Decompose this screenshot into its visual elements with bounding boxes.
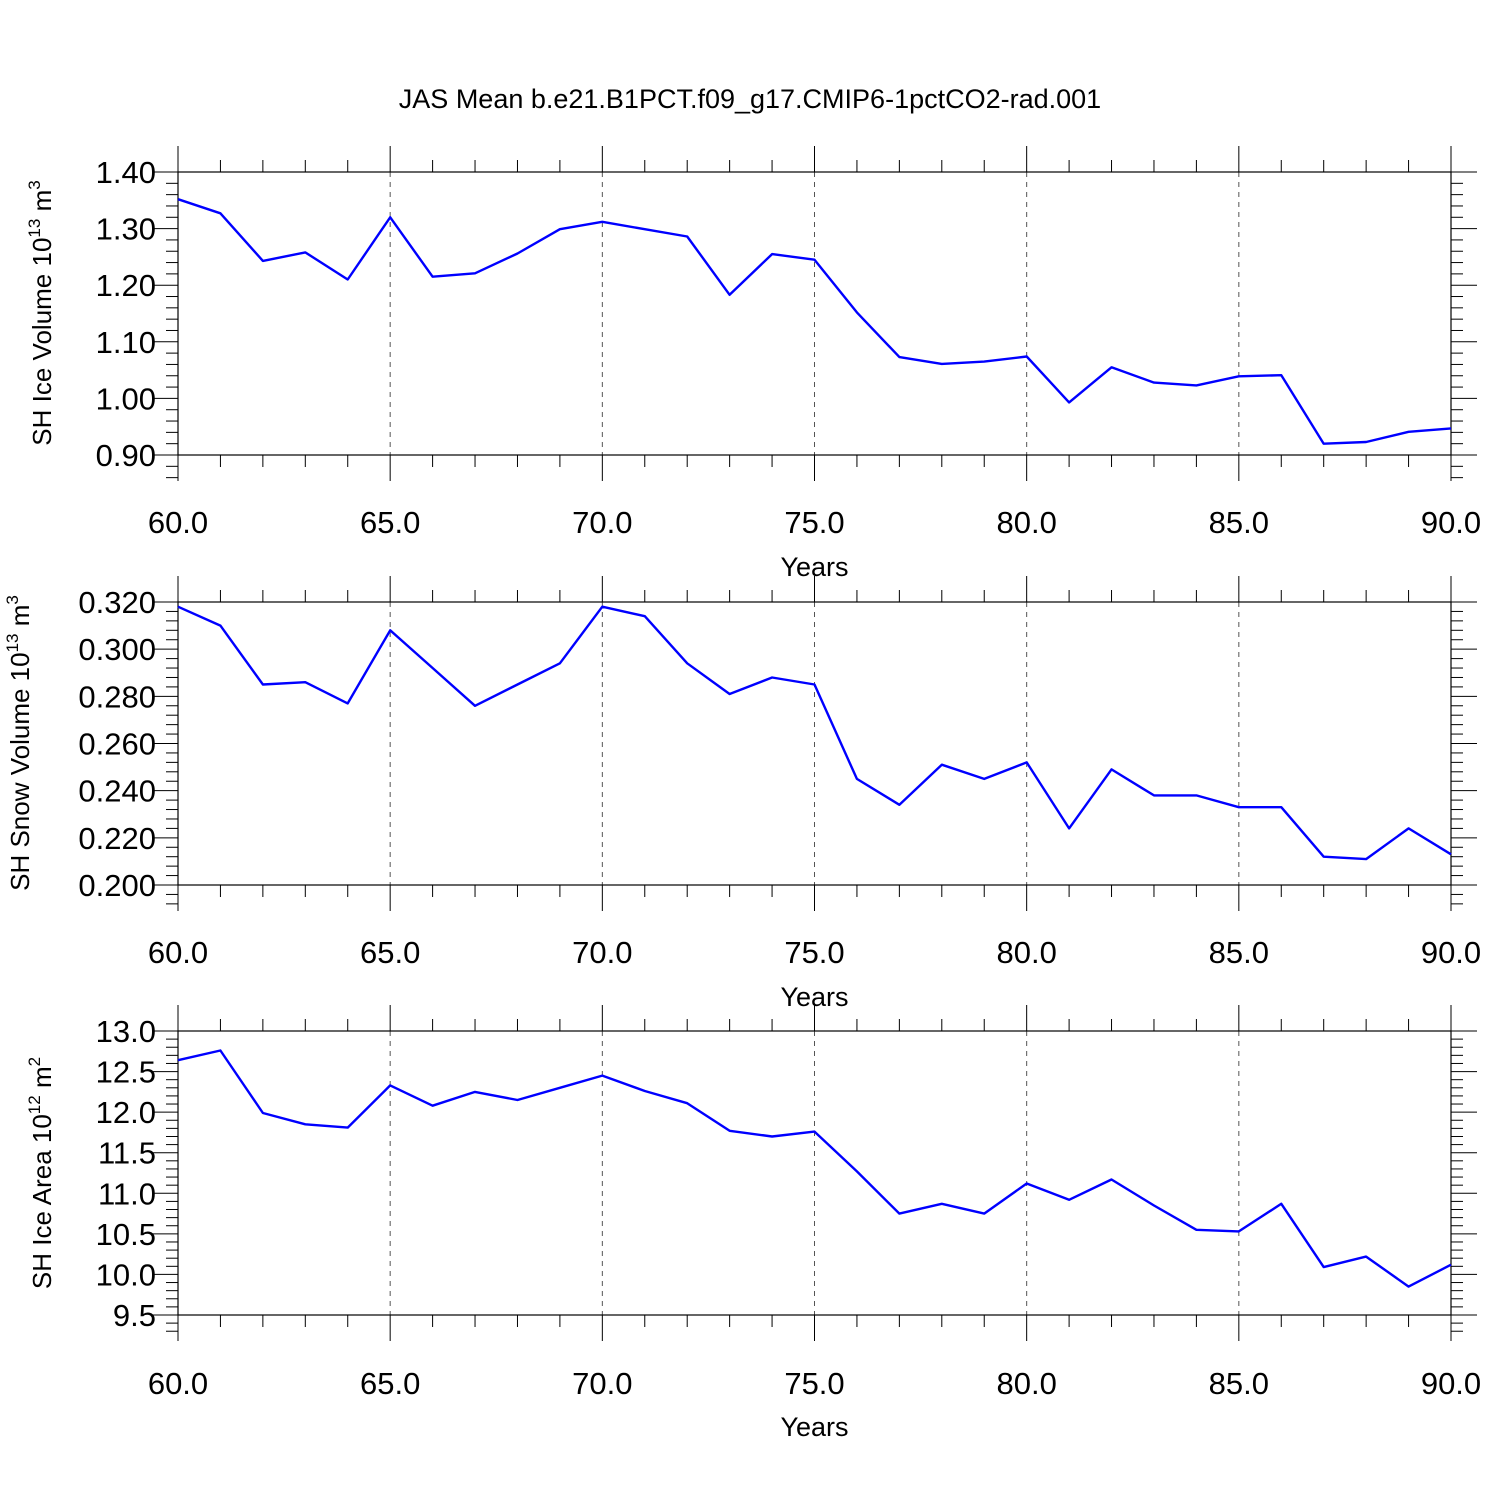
- y-tick-label: 12.5: [96, 1055, 156, 1090]
- x-tick-label: 75.0: [784, 935, 844, 970]
- y-tick-label: 0.260: [78, 727, 156, 762]
- x-tick-label: 90.0: [1421, 1366, 1481, 1401]
- x-tick-label: 70.0: [572, 935, 632, 970]
- y-tick-label: 0.320: [78, 585, 156, 620]
- series-line: [177, 1049, 1452, 1288]
- y-tick-label: 10.0: [96, 1257, 156, 1292]
- x-tick-label: 60.0: [148, 1366, 208, 1401]
- x-tick-label: 65.0: [360, 505, 420, 540]
- x-tick-label: 70.0: [572, 505, 632, 540]
- y-tick-label: 10.5: [96, 1217, 156, 1252]
- x-tick-label: 65.0: [360, 1366, 420, 1401]
- x-tick-label: 90.0: [1421, 935, 1481, 970]
- y-tick-label: 9.5: [113, 1298, 156, 1333]
- x-tick-label: 80.0: [996, 505, 1056, 540]
- series-line: [177, 198, 1452, 445]
- chart-title: JAS Mean b.e21.B1PCT.f09_g17.CMIP6-1pctC…: [398, 84, 1102, 114]
- y-tick-label: 0.200: [78, 868, 156, 903]
- y-tick-label: 1.20: [96, 268, 156, 303]
- x-tick-label: 85.0: [1209, 505, 1269, 540]
- y-tick-label: 0.280: [78, 679, 156, 714]
- y-tick-label: 0.240: [78, 774, 156, 809]
- x-axis-title: Years: [780, 1412, 848, 1442]
- y-tick-label: 11.5: [98, 1136, 156, 1171]
- y-axis-title: SH Snow Volume 1013 m3: [3, 595, 35, 891]
- y-tick-label: 0.220: [78, 821, 156, 856]
- x-tick-label: 60.0: [148, 505, 208, 540]
- y-tick-label: 12.0: [96, 1095, 156, 1130]
- x-tick-label: 65.0: [360, 935, 420, 970]
- x-tick-label: 70.0: [572, 1366, 632, 1401]
- series-line: [177, 605, 1452, 861]
- x-tick-label: 90.0: [1421, 505, 1481, 540]
- y-tick-label: 1.10: [96, 325, 156, 360]
- x-tick-label: 85.0: [1209, 1366, 1269, 1401]
- y-tick-label: 0.300: [78, 632, 156, 667]
- x-tick-label: 75.0: [784, 1366, 844, 1401]
- y-axis-title: SH Ice Area 1012 m2: [25, 1057, 57, 1289]
- y-tick-label: 1.00: [96, 381, 156, 416]
- x-tick-label: 80.0: [996, 935, 1056, 970]
- y-tick-label: 0.90: [96, 438, 156, 473]
- y-tick-label: 11.0: [98, 1176, 156, 1211]
- y-tick-label: 13.0: [96, 1014, 156, 1049]
- x-tick-label: 80.0: [996, 1366, 1056, 1401]
- y-tick-label: 1.30: [96, 212, 156, 247]
- x-tick-label: 75.0: [784, 505, 844, 540]
- y-axis-title: SH Ice Volume 1013 m3: [25, 180, 57, 445]
- x-tick-label: 60.0: [148, 935, 208, 970]
- y-tick-label: 1.40: [96, 155, 156, 190]
- x-tick-label: 85.0: [1209, 935, 1269, 970]
